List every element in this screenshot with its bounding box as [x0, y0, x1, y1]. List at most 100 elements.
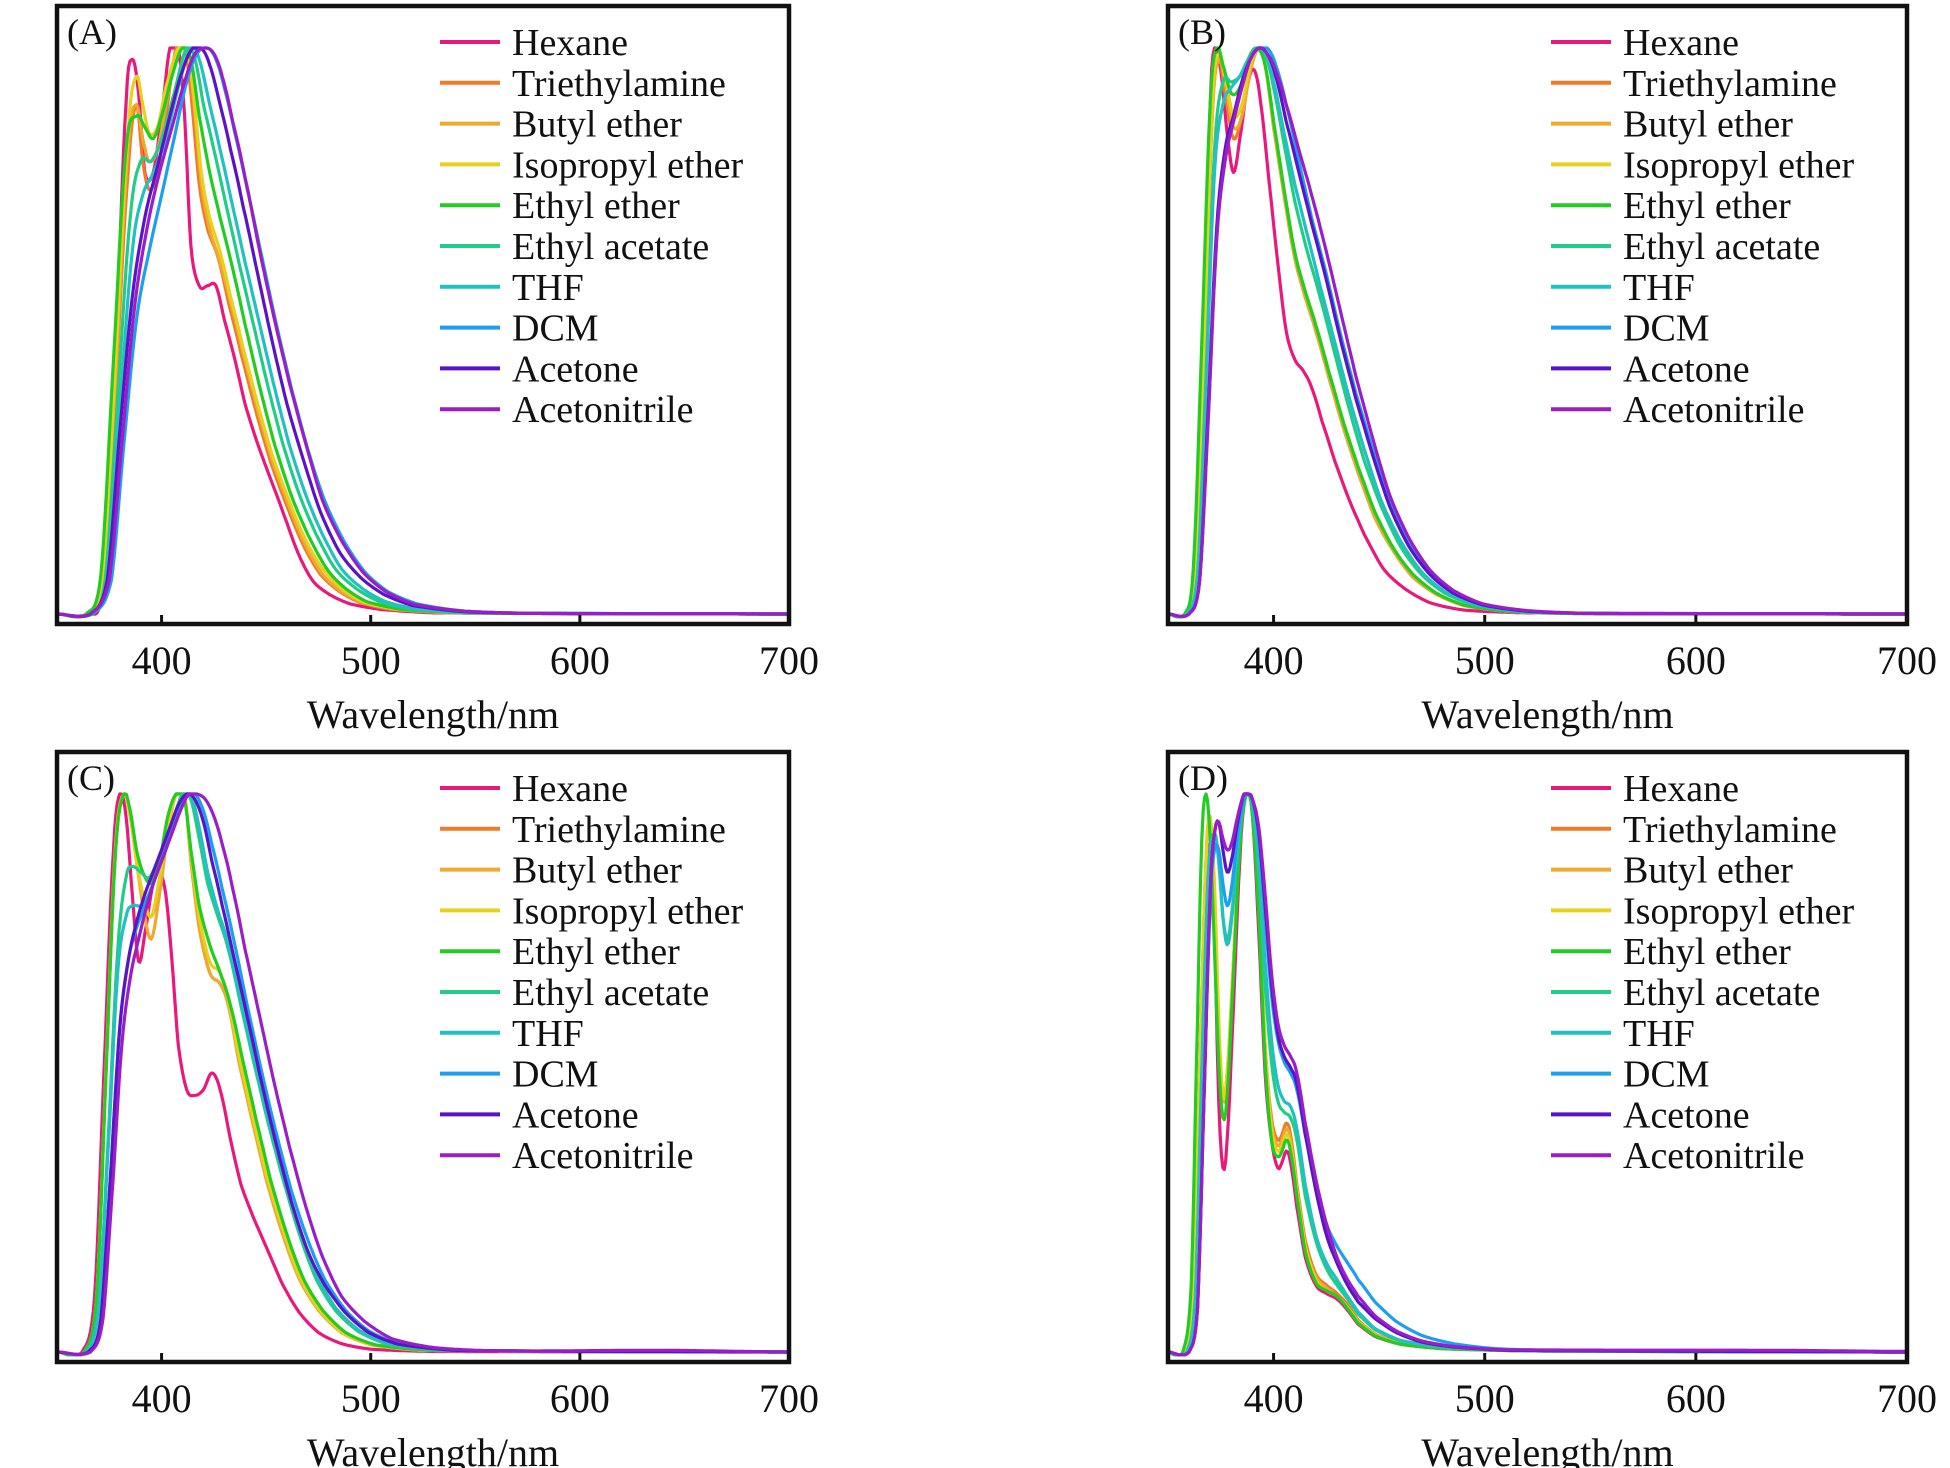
legend-item: Acetone	[440, 348, 639, 390]
panel-label: (C)	[67, 758, 115, 798]
legend-item: DCM	[440, 1054, 599, 1096]
x-tick-label: 400	[1244, 1376, 1304, 1421]
legend-label: Ethyl acetate	[512, 226, 709, 268]
legend-item: DCM	[1551, 308, 1710, 350]
legend-label: Hexane	[1623, 22, 1739, 64]
legend-label: THF	[1623, 1013, 1695, 1055]
x-tick-label: 700	[759, 1376, 819, 1421]
legend-item: Ethyl acetate	[1551, 972, 1820, 1014]
series-line-ethyl-acetate	[1166, 792, 1909, 1357]
series-line-thf	[1166, 792, 1909, 1357]
legend-item: Acetone	[440, 1094, 639, 1136]
series-line-hexane	[1166, 46, 1909, 619]
legend-item: Triethylamine	[440, 63, 726, 105]
series-line-acetone	[1166, 792, 1909, 1357]
series-line-butyl-ether	[1166, 46, 1909, 619]
legend-item: Acetonitrile	[440, 389, 693, 431]
legend-label: Butyl ether	[512, 104, 682, 146]
legend-label: Ethyl acetate	[512, 972, 709, 1014]
legend-label: Ethyl ether	[512, 931, 680, 973]
plot-frame	[1165, 749, 1910, 1365]
x-tick-label: 500	[1455, 1376, 1515, 1421]
legend-item: Hexane	[440, 768, 628, 810]
legend-item: Butyl ether	[440, 104, 682, 146]
legend-item: Hexane	[1551, 768, 1739, 810]
legend-item: THF	[1551, 267, 1695, 309]
legend-label: Triethylamine	[1623, 63, 1837, 105]
series-line-butyl-ether	[1166, 792, 1909, 1357]
legend-item: THF	[440, 267, 584, 309]
legend-label: Acetonitrile	[512, 389, 693, 431]
panel-label: (B)	[1178, 12, 1226, 52]
x-axis-title: Wavelength/nm	[307, 692, 559, 737]
legend-item: Ethyl acetate	[440, 972, 709, 1014]
legend-label: Ethyl acetate	[1623, 226, 1820, 268]
series-line-acetone	[1166, 46, 1909, 619]
x-tick-label: 400	[132, 638, 192, 683]
legend-label: Triethylamine	[512, 63, 726, 105]
series-line-triethylamine	[1166, 46, 1909, 619]
legend-item: THF	[1551, 1013, 1695, 1055]
legend-item: Ethyl ether	[440, 931, 680, 973]
series-group	[55, 792, 791, 1357]
legend-label: Isopropyl ether	[1623, 144, 1854, 186]
legend-label: DCM	[512, 1054, 599, 1096]
legend-item: DCM	[440, 308, 599, 350]
x-axis-title: Wavelength/nm	[1421, 692, 1673, 737]
panel-d: 400 500 600 700 Wavelength/nm (D) HexaneTrieth…	[1165, 749, 1937, 1468]
x-tick-label: 600	[1666, 1376, 1726, 1421]
x-tick-label: 500	[341, 638, 401, 683]
legend-label: Isopropyl ether	[1623, 890, 1854, 932]
legend-item: Triethylamine	[440, 809, 726, 851]
legend-item: Acetone	[1551, 1094, 1750, 1136]
legend-item: Isopropyl ether	[1551, 144, 1854, 186]
legend-item: Ethyl ether	[1551, 931, 1791, 973]
series-line-ethyl-acetate	[1166, 46, 1909, 619]
series-group	[55, 46, 791, 619]
panel-label: (D)	[1178, 758, 1228, 798]
series-line-dcm	[1166, 46, 1909, 619]
x-tick-label: 400	[1244, 638, 1304, 683]
legend-item: Hexane	[440, 22, 628, 64]
legend-label: Acetonitrile	[1623, 389, 1804, 431]
series-group	[1166, 46, 1909, 619]
legend-label: Acetone	[512, 348, 639, 390]
legend-label: Ethyl acetate	[1623, 972, 1820, 1014]
series-line-isopropyl-ether	[1166, 792, 1909, 1357]
series-line-dcm	[1166, 792, 1909, 1357]
series-line-acetonitrile	[55, 46, 791, 619]
x-tick-label: 400	[132, 1376, 192, 1421]
panel-a: 400 500 600 700 Wavelength/nm (A) HexaneTrieth…	[54, 3, 819, 737]
legend-label: Triethylamine	[1623, 809, 1837, 851]
legend-label: Ethyl ether	[512, 185, 680, 227]
panel-c: 400 500 600 700 Wavelength/nm (C) HexaneTrieth…	[54, 749, 819, 1468]
series-line-isopropyl-ether	[1166, 46, 1909, 619]
x-tick-label: 700	[759, 638, 819, 683]
x-tick-label: 600	[1666, 638, 1726, 683]
plot-frame	[54, 749, 792, 1365]
legend-label: DCM	[512, 308, 599, 350]
legend-label: Acetone	[1623, 348, 1750, 390]
legend-label: Butyl ether	[1623, 850, 1793, 892]
series-line-ethyl-ether	[1166, 46, 1909, 619]
legend-label: Butyl ether	[1623, 104, 1793, 146]
series-line-acetonitrile	[55, 792, 791, 1357]
legend-item: Isopropyl ether	[440, 890, 743, 932]
plot-frame	[1165, 3, 1910, 627]
legend-item: Ethyl ether	[440, 185, 680, 227]
legend-label: Hexane	[512, 768, 628, 810]
legend-label: Acetonitrile	[512, 1135, 693, 1177]
legend-item: Acetonitrile	[1551, 1135, 1804, 1177]
x-tick-label: 600	[550, 638, 610, 683]
legend-label: THF	[1623, 267, 1695, 309]
legend-item: Triethylamine	[1551, 63, 1837, 105]
x-tick-label: 600	[550, 1376, 610, 1421]
x-axis-title: Wavelength/nm	[307, 1430, 559, 1468]
legend-label: THF	[512, 1013, 584, 1055]
x-tick-label: 700	[1877, 1376, 1937, 1421]
legend-item: Hexane	[1551, 22, 1739, 64]
